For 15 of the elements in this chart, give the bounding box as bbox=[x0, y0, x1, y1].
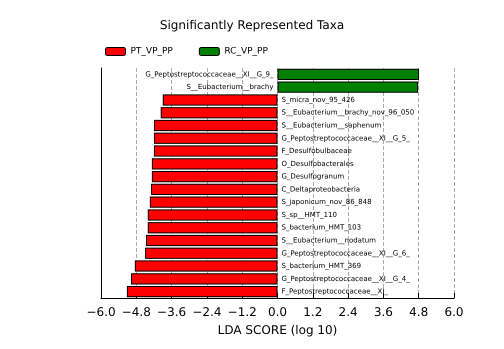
x-tick-label: 2.4 bbox=[338, 305, 358, 319]
x-axis-title: LDA SCORE (log 10) bbox=[218, 323, 338, 337]
chart-title: Significantly Represented Taxa bbox=[160, 18, 344, 32]
x-tick-label: 6.0 bbox=[444, 305, 464, 319]
x-tick-label: 3.6 bbox=[374, 305, 393, 319]
x-tick-label: −6.0 bbox=[86, 305, 116, 319]
x-tick-label: −3.6 bbox=[157, 305, 186, 319]
x-tick-label: −4.8 bbox=[122, 305, 151, 319]
x-tick-label: −1.2 bbox=[228, 305, 257, 319]
x-tick-label: 0.0 bbox=[268, 305, 288, 319]
x-tick-label: −2.4 bbox=[192, 305, 222, 319]
x-tick-label: 1.2 bbox=[303, 305, 322, 319]
legend-label: RC_VP_PP bbox=[224, 46, 268, 56]
legend-label: PT_VP_PP bbox=[130, 46, 174, 56]
x-tick-label: 4.8 bbox=[409, 305, 428, 319]
